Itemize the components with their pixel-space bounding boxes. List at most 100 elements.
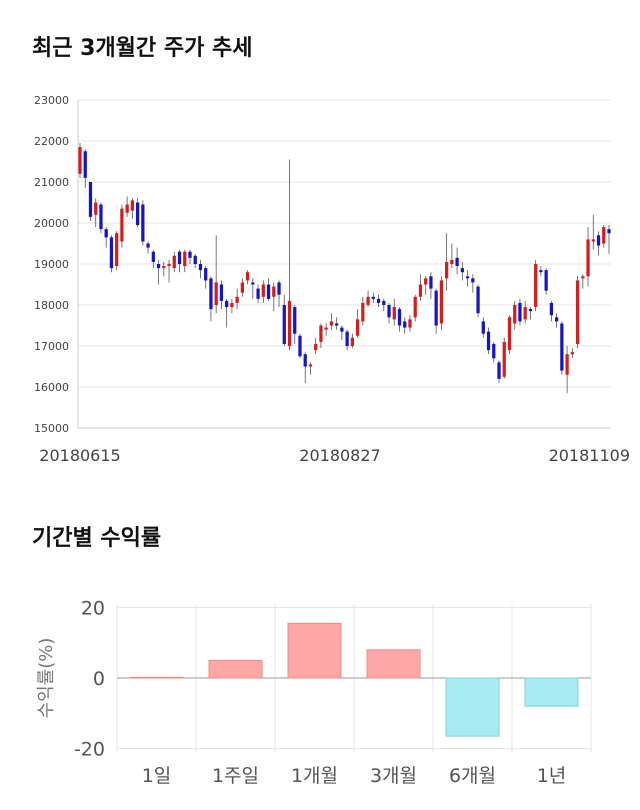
candle-body bbox=[156, 264, 161, 269]
candle bbox=[130, 198, 134, 219]
candle bbox=[141, 200, 145, 246]
candle-body bbox=[492, 343, 496, 359]
candle-body bbox=[507, 317, 512, 351]
candle-y-tick-label: 22000 bbox=[34, 135, 69, 148]
candle-body bbox=[245, 272, 250, 281]
candle bbox=[78, 143, 82, 178]
candle bbox=[371, 292, 375, 303]
candle bbox=[397, 307, 402, 332]
candle bbox=[251, 278, 255, 299]
returns-title: 기간별 수익률 bbox=[32, 526, 162, 551]
candle-body bbox=[481, 321, 485, 334]
bars bbox=[129, 622, 579, 737]
candle-body bbox=[256, 288, 260, 299]
candle-body bbox=[94, 202, 98, 215]
candle bbox=[596, 231, 601, 256]
candle-body bbox=[99, 204, 103, 230]
candle-x-axis: 20180615 20180827 20181109 bbox=[39, 446, 630, 465]
candle bbox=[99, 202, 103, 234]
candle-body bbox=[382, 300, 386, 305]
candle bbox=[581, 274, 585, 289]
candle bbox=[497, 360, 501, 383]
candle bbox=[434, 288, 438, 334]
candle bbox=[376, 294, 381, 308]
candle-body bbox=[162, 266, 166, 269]
candle bbox=[602, 225, 606, 248]
candle bbox=[481, 317, 485, 338]
candle-body bbox=[266, 284, 271, 299]
candle-body bbox=[502, 341, 506, 377]
candle bbox=[408, 315, 412, 332]
candle-body bbox=[177, 251, 182, 264]
candle-y-tick-label: 15000 bbox=[34, 422, 69, 435]
bar-y-axis: -20 0 20 bbox=[74, 598, 105, 761]
candle bbox=[324, 323, 328, 336]
candle-body bbox=[371, 296, 375, 299]
candle bbox=[109, 235, 114, 273]
candle-body bbox=[607, 229, 611, 234]
candle-body bbox=[418, 284, 423, 297]
candle-body bbox=[575, 280, 580, 344]
candle-grid bbox=[77, 99, 611, 429]
candle bbox=[104, 227, 108, 248]
candle-y-tick-label: 20000 bbox=[34, 217, 69, 230]
candle bbox=[523, 300, 527, 324]
candle-body bbox=[319, 325, 323, 342]
candle bbox=[183, 249, 187, 273]
candle bbox=[94, 198, 98, 228]
candle-body bbox=[528, 309, 533, 312]
candle-body bbox=[361, 302, 365, 322]
candle-body bbox=[555, 317, 559, 322]
candle-body bbox=[183, 251, 187, 267]
candle-x-tick-label: 20181109 bbox=[549, 446, 630, 465]
candle bbox=[460, 261, 464, 281]
candle-body bbox=[277, 282, 281, 295]
candle-body bbox=[125, 204, 129, 213]
candle bbox=[198, 259, 203, 279]
return-bar bbox=[287, 622, 342, 679]
bar-category-label: 3개월 bbox=[370, 765, 417, 787]
candle-body bbox=[251, 282, 255, 285]
returns-bar-chart: -20 0 20 1일 1주일 1개월 3개월 6개월 1년 수익률(%) bbox=[36, 598, 592, 787]
candle-body bbox=[549, 302, 554, 316]
candle bbox=[256, 284, 260, 303]
candle bbox=[575, 276, 580, 349]
candle-body bbox=[282, 305, 286, 344]
candle bbox=[188, 249, 192, 264]
candle-body bbox=[287, 300, 292, 346]
candle bbox=[177, 249, 182, 273]
candle bbox=[167, 259, 171, 283]
candle bbox=[156, 259, 161, 285]
candle bbox=[492, 341, 496, 363]
candle-y-axis: 15000 16000 17000 18000 19000 20000 21000 22000… bbox=[34, 94, 69, 435]
candle-body bbox=[204, 268, 208, 281]
return-bar bbox=[366, 649, 421, 679]
candle bbox=[261, 280, 265, 303]
candle-body bbox=[335, 323, 339, 326]
candle bbox=[319, 323, 323, 349]
candle-body bbox=[135, 202, 140, 226]
candle bbox=[502, 337, 506, 379]
candle bbox=[162, 261, 166, 277]
candle bbox=[355, 309, 360, 338]
candle bbox=[418, 274, 423, 301]
bar-y-tick-label: 0 bbox=[93, 668, 105, 690]
candle bbox=[361, 296, 365, 326]
candle-body bbox=[83, 151, 87, 178]
return-bar bbox=[524, 677, 579, 707]
candle-body bbox=[115, 233, 119, 267]
candles bbox=[78, 143, 611, 394]
candle bbox=[539, 266, 543, 277]
candle-body bbox=[476, 286, 480, 314]
candle bbox=[439, 276, 444, 330]
candle bbox=[350, 333, 354, 349]
candle-body bbox=[120, 208, 124, 242]
bar-category-label: 1년 bbox=[537, 765, 567, 787]
candle bbox=[135, 198, 140, 228]
candle-body bbox=[429, 276, 433, 289]
candle bbox=[272, 282, 276, 312]
candle-body bbox=[465, 276, 470, 279]
candle bbox=[471, 274, 475, 293]
candle bbox=[225, 298, 229, 328]
bar-grid bbox=[116, 604, 592, 752]
